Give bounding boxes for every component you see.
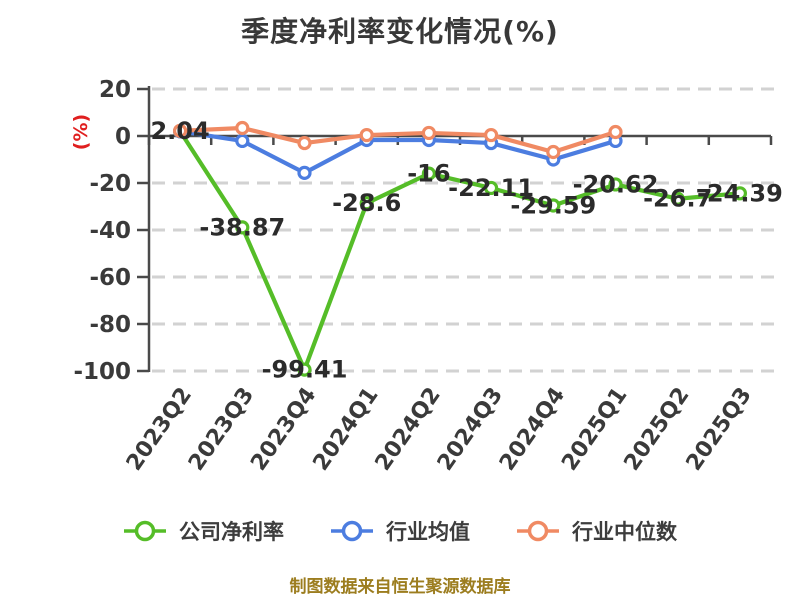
data-point-marker (359, 127, 374, 143)
data-point-marker (297, 362, 312, 377)
data-value-label: -16 (407, 160, 450, 188)
data-point-marker (732, 186, 748, 201)
legend-label: 公司净利率 (179, 520, 284, 544)
data-point-marker (235, 120, 250, 136)
data-point-marker (484, 180, 499, 196)
data-point-marker (359, 196, 374, 211)
data-value-label: -20.62 (573, 170, 659, 198)
data-point-marker (173, 123, 188, 138)
y-tick-label: 20 (99, 77, 131, 103)
data-point-marker (608, 124, 623, 140)
y-tick-label: -40 (89, 218, 131, 244)
legend-item-0[interactable]: 公司净利率 (123, 516, 284, 546)
data-point-marker (235, 133, 250, 149)
series-line-行业中位数 (178, 125, 618, 155)
data-point-marker (421, 125, 436, 141)
data-point-marker (546, 198, 561, 213)
data-point-marker (297, 135, 312, 151)
series-line-公司净利率 (178, 129, 743, 372)
data-value-label: -99.41 (262, 356, 348, 384)
y-tick-label: 0 (115, 124, 131, 150)
y-axis-unit-label: (%) (70, 114, 92, 150)
data-value-label: -29.59 (510, 192, 596, 220)
legend-item-2[interactable]: 行业中位数 (516, 516, 677, 546)
legend-label: 行业均值 (386, 520, 470, 544)
data-value-label: -28.6 (332, 189, 401, 217)
y-tick-label: -100 (73, 359, 131, 385)
source-note: 制图数据来自恒生聚源数据库 (289, 577, 511, 597)
legend-item-1[interactable]: 行业均值 (330, 516, 470, 546)
data-point-marker (546, 144, 561, 160)
data-value-label: 2.04 (150, 117, 209, 145)
data-point-marker (484, 127, 499, 143)
chart-legend: 公司净利率 行业均值 行业中位数 (0, 516, 800, 546)
y-tick-label: -80 (89, 312, 131, 338)
data-point-marker (297, 165, 312, 180)
data-value-label: -24.39 (697, 179, 783, 207)
data-point-marker (670, 191, 685, 206)
y-tick-label: -60 (89, 265, 131, 291)
chart-title: 季度净利率变化情况(%) (241, 15, 559, 48)
data-value-label: -26.7 (643, 185, 712, 213)
data-point-marker (235, 220, 250, 235)
data-value-label: -22.11 (448, 174, 534, 202)
legend-label: 行业中位数 (572, 520, 677, 544)
legend-marker-icon (124, 520, 166, 542)
line-chart-canvas: 200-20-40-60-80-100(%)2023Q22023Q32023Q4… (70, 77, 783, 475)
legend-marker-icon (517, 520, 559, 542)
legend-marker-icon (331, 520, 373, 542)
series-line-行业均值 (178, 129, 618, 175)
y-tick-label: -20 (89, 171, 131, 197)
data-point-marker (608, 177, 623, 192)
data-point-marker (421, 166, 436, 181)
data-value-label: -38.87 (199, 213, 285, 241)
